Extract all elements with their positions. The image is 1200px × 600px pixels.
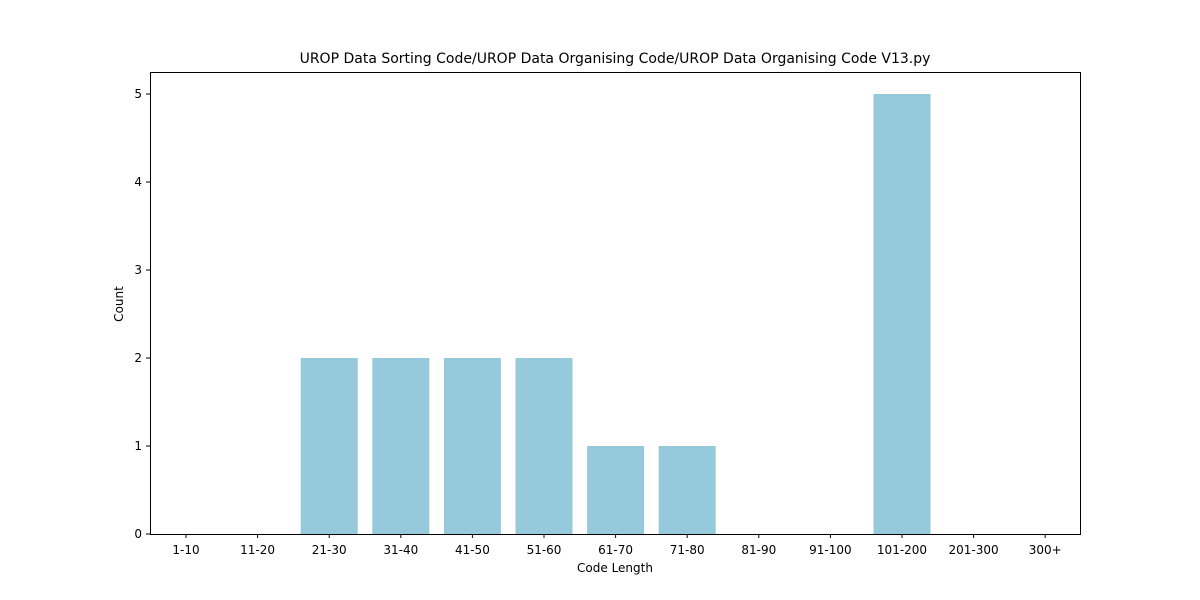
y-tick-label: 2: [134, 351, 142, 365]
bars-group: [300, 94, 931, 534]
x-tick-label: 81-90: [741, 543, 776, 557]
x-tick-label: 51-60: [527, 543, 562, 557]
bar-71-80: [658, 446, 716, 534]
chart-title: UROP Data Sorting Code/UROP Data Organis…: [300, 51, 931, 67]
x-tick-label: 21-30: [312, 543, 347, 557]
bar-21-30: [300, 358, 358, 534]
x-tick-label: 71-80: [670, 543, 705, 557]
y-tick-label: 4: [134, 175, 142, 189]
x-tick-label: 31-40: [383, 543, 418, 557]
y-tick-label: 5: [134, 87, 142, 101]
x-tick-label: 201-300: [949, 543, 999, 557]
bar-61-70: [587, 446, 645, 534]
x-tick-label: 1-10: [172, 543, 199, 557]
x-tick-label: 91-100: [809, 543, 852, 557]
y-axis: 0 1 2 3 4 5: [134, 87, 150, 541]
bar-101-200: [873, 94, 931, 534]
x-tick-label: 101-200: [877, 543, 927, 557]
y-tick-label: 1: [134, 439, 142, 453]
x-tick-label: 41-50: [455, 543, 490, 557]
y-tick-label: 0: [134, 527, 142, 541]
y-tick-label: 3: [134, 263, 142, 277]
x-axis-label: Code Length: [577, 561, 653, 575]
x-axis: 1-10 11-20 21-30 31-40 41-50 51-60 61-70 71-80 8…: [172, 534, 1062, 557]
bar-31-40: [372, 358, 430, 534]
y-axis-label: Count: [112, 286, 126, 322]
bar-41-50: [443, 358, 501, 534]
bar-51-60: [515, 358, 573, 534]
x-tick-label: 300+: [1029, 543, 1062, 557]
x-tick-label: 11-20: [240, 543, 275, 557]
x-tick-label: 61-70: [598, 543, 633, 557]
